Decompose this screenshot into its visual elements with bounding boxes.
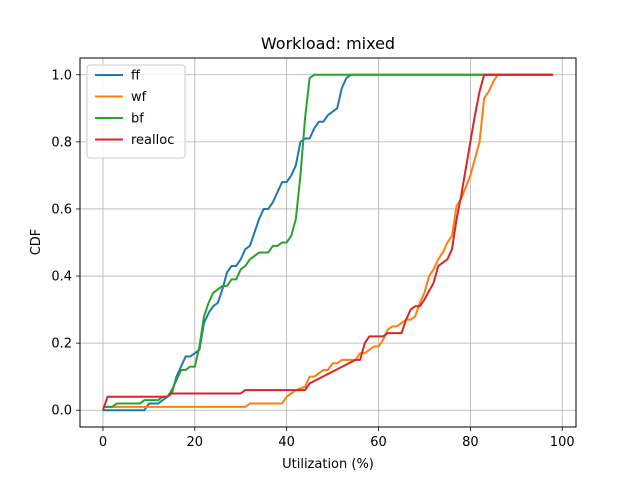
y-axis-label: CDF	[29, 229, 44, 256]
y-tick-label: 0.2	[51, 337, 72, 352]
x-tick-label: 40	[278, 435, 295, 450]
axis-ticks: 0 20 40 60 80 100 0.0 0.2 0.4 0.6 0.8 1.0	[51, 68, 574, 450]
plot-frame	[79, 57, 577, 428]
series-line-ff	[102, 73, 554, 412]
x-tick-label: 80	[462, 435, 479, 450]
y-tick-label: 0.6	[51, 202, 72, 217]
y-tick-label: 0.0	[51, 404, 72, 419]
series-line-realloc	[102, 73, 554, 411]
chart-title: Workload: mixed	[261, 34, 395, 53]
legend-label-bf: bf	[131, 112, 144, 127]
x-tick-label: 0	[99, 435, 107, 450]
y-tick-label: 0.4	[51, 270, 72, 285]
legend-label-wf: wf	[131, 90, 147, 105]
x-tick-label: 20	[187, 435, 204, 450]
legend-label-ff: ff	[131, 69, 141, 84]
series-lines	[102, 73, 554, 412]
legend: ff wf bf realloc	[86, 64, 186, 159]
x-axis-label: Utilization (%)	[282, 457, 374, 472]
x-tick-label: 100	[550, 435, 575, 450]
legend-label-realloc: realloc	[131, 133, 174, 148]
y-tick-label: 1.0	[51, 68, 72, 83]
y-tick-label: 0.8	[51, 135, 72, 150]
x-tick-label: 60	[370, 435, 387, 450]
series-line-bf	[102, 73, 554, 408]
legend-box	[86, 64, 186, 159]
